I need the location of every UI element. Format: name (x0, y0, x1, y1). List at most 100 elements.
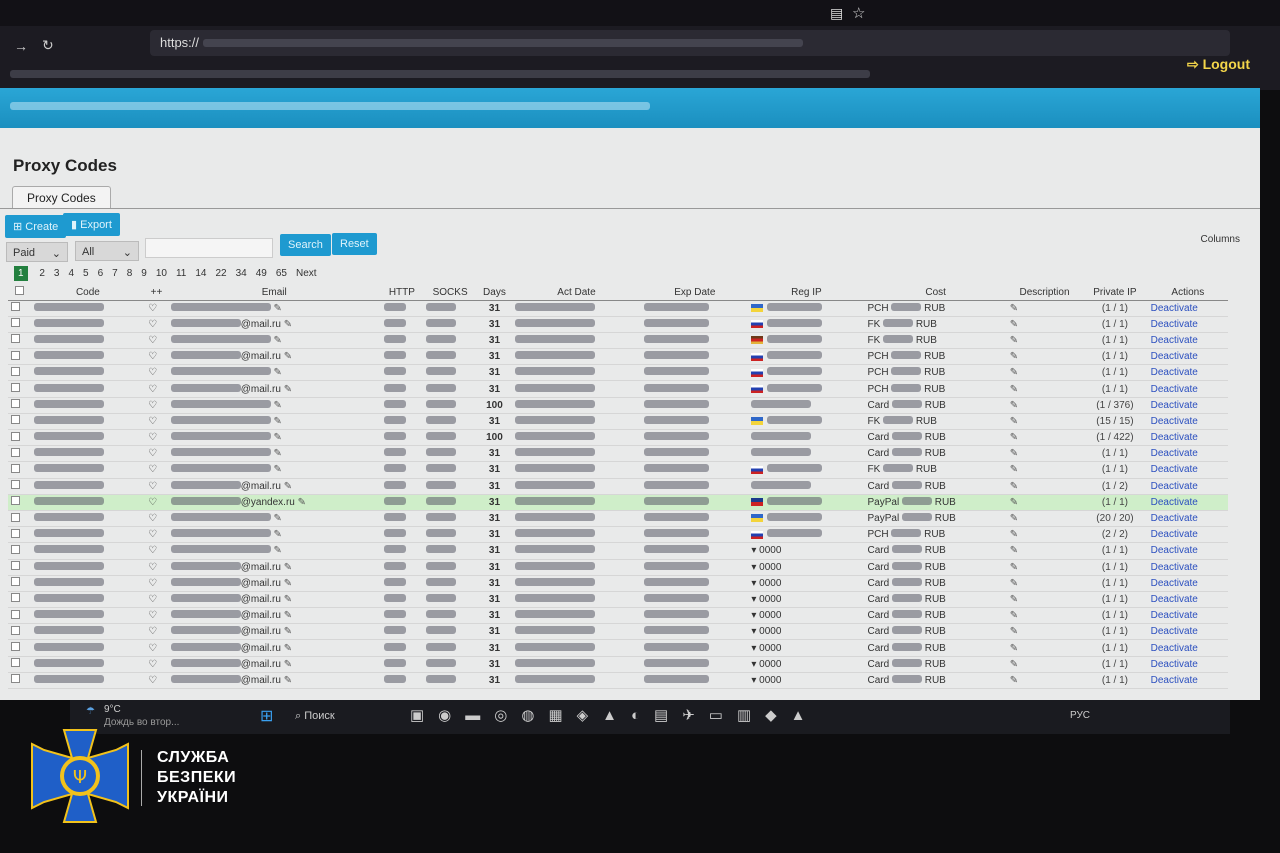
language-indicator[interactable]: РУС (1070, 710, 1091, 721)
checkbox[interactable] (11, 658, 20, 668)
row-checkbox[interactable] (8, 591, 31, 609)
checkbox[interactable] (11, 609, 20, 619)
select-all-checkbox[interactable] (14, 285, 24, 295)
page-current[interactable]: 1 (14, 266, 28, 281)
edit-icon[interactable]: ✎ (1009, 626, 1019, 638)
edit-icon[interactable]: ✎ (1009, 513, 1019, 525)
checkbox[interactable] (11, 383, 20, 393)
page-link[interactable]: 3 (53, 268, 60, 279)
page-link[interactable]: 22 (215, 268, 227, 279)
edit-icon[interactable]: ✎ (1009, 367, 1019, 379)
edit-icon[interactable]: ✎ (280, 626, 293, 638)
row-checkbox[interactable] (8, 494, 31, 511)
column-header[interactable]: Days (477, 278, 512, 301)
edit-icon[interactable]: ✎ (1009, 464, 1019, 476)
search-input[interactable] (145, 238, 273, 258)
create-button[interactable]: ⊞ Create (5, 215, 67, 238)
page-link[interactable]: 6 (97, 268, 104, 279)
edit-icon[interactable]: ✎ (280, 351, 293, 363)
row-checkbox[interactable] (8, 542, 31, 560)
deactivate-link[interactable]: Deactivate (1150, 658, 1198, 670)
export-button[interactable]: ▮ Export (63, 213, 120, 236)
deactivate-link[interactable]: Deactivate (1150, 367, 1198, 379)
row-checkbox[interactable] (8, 575, 31, 592)
checkbox[interactable] (11, 463, 20, 473)
row-checkbox[interactable] (8, 413, 31, 431)
column-header[interactable]: Act Date (511, 278, 642, 301)
row-checkbox[interactable] (8, 445, 31, 463)
edit-icon[interactable]: ✎ (1009, 480, 1019, 492)
column-header[interactable]: Private IP (1082, 278, 1148, 301)
edit-icon[interactable]: ✎ (270, 448, 282, 460)
edit-icon[interactable]: ✎ (1009, 415, 1019, 427)
deactivate-link[interactable]: Deactivate (1150, 448, 1198, 460)
edit-icon[interactable]: ✎ (280, 561, 293, 573)
checkbox[interactable] (11, 642, 20, 652)
edit-icon[interactable]: ✎ (1009, 577, 1019, 589)
page-link[interactable]: 34 (235, 268, 247, 279)
checkbox[interactable] (11, 625, 20, 635)
deactivate-link[interactable]: Deactivate (1150, 480, 1198, 492)
checkbox[interactable] (11, 302, 20, 312)
edit-icon[interactable]: ✎ (280, 610, 293, 622)
checkbox[interactable] (11, 496, 20, 506)
edit-icon[interactable]: ✎ (1009, 610, 1019, 622)
edit-icon[interactable]: ✎ (280, 642, 293, 654)
column-header[interactable]: SOCKS (422, 278, 478, 301)
column-header[interactable]: Actions (1147, 278, 1228, 301)
checkbox[interactable] (11, 334, 20, 344)
column-header[interactable]: Code (30, 278, 146, 301)
column-header[interactable]: ++ (145, 278, 168, 301)
checkbox[interactable] (11, 674, 20, 684)
row-checkbox[interactable] (8, 364, 31, 382)
row-checkbox[interactable] (8, 672, 31, 690)
deactivate-link[interactable]: Deactivate (1150, 399, 1198, 411)
deactivate-link[interactable]: Deactivate (1150, 351, 1198, 363)
edit-icon[interactable]: ✎ (1009, 302, 1019, 314)
edit-icon[interactable]: ✎ (1009, 432, 1019, 444)
row-checkbox[interactable] (8, 300, 31, 317)
edit-icon[interactable]: ✎ (280, 577, 293, 589)
edit-icon[interactable]: ✎ (270, 302, 282, 314)
page-link[interactable]: 2 (39, 268, 45, 279)
row-checkbox[interactable] (8, 429, 31, 447)
row-checkbox[interactable] (8, 639, 31, 657)
edit-icon[interactable]: ✎ (1009, 561, 1019, 573)
edit-icon[interactable]: ✎ (280, 593, 293, 605)
checkbox[interactable] (11, 350, 20, 360)
edit-icon[interactable]: ✎ (1009, 674, 1019, 686)
checkbox[interactable] (11, 399, 20, 409)
row-checkbox[interactable] (8, 348, 31, 366)
edit-icon[interactable]: ✎ (1009, 399, 1019, 411)
edit-icon[interactable]: ✎ (1009, 334, 1019, 346)
checkbox[interactable] (11, 318, 20, 328)
column-header[interactable]: Email (167, 278, 381, 301)
status-filter-select[interactable]: Paid ⌄ (6, 242, 68, 262)
deactivate-link[interactable]: Deactivate (1150, 561, 1198, 573)
page-link[interactable]: 11 (175, 268, 187, 279)
checkbox[interactable] (11, 480, 20, 490)
pinned-apps[interactable]: ▣◉▬◎◍▦◈▲◐▤✈▭▥◆▲ (410, 707, 820, 724)
deactivate-link[interactable]: Deactivate (1150, 302, 1198, 314)
edit-icon[interactable]: ✎ (270, 529, 282, 541)
row-checkbox[interactable] (8, 526, 31, 544)
edit-icon[interactable]: ✎ (270, 334, 282, 346)
logout-button[interactable]: ⇨ Logout (1186, 56, 1250, 72)
deactivate-link[interactable]: Deactivate (1150, 513, 1198, 525)
tab-proxy-codes[interactable]: Proxy Codes (12, 186, 111, 209)
column-header[interactable] (8, 278, 31, 301)
edit-icon[interactable]: ✎ (1009, 545, 1019, 557)
reader-icon[interactable]: ▤ (830, 5, 844, 21)
deactivate-link[interactable]: Deactivate (1150, 496, 1198, 508)
page-link[interactable]: 9 (141, 268, 147, 279)
edit-icon[interactable]: ✎ (1009, 448, 1019, 460)
row-checkbox[interactable] (8, 380, 31, 398)
bookmark-star-icon[interactable]: ☆ (852, 5, 866, 22)
row-checkbox[interactable] (8, 478, 31, 495)
checkbox[interactable] (11, 447, 20, 457)
forward-icon[interactable]: → (14, 38, 28, 54)
checkbox[interactable] (11, 512, 20, 522)
edit-icon[interactable]: ✎ (280, 383, 293, 395)
deactivate-link[interactable]: Deactivate (1150, 383, 1198, 395)
row-checkbox[interactable] (8, 656, 31, 673)
